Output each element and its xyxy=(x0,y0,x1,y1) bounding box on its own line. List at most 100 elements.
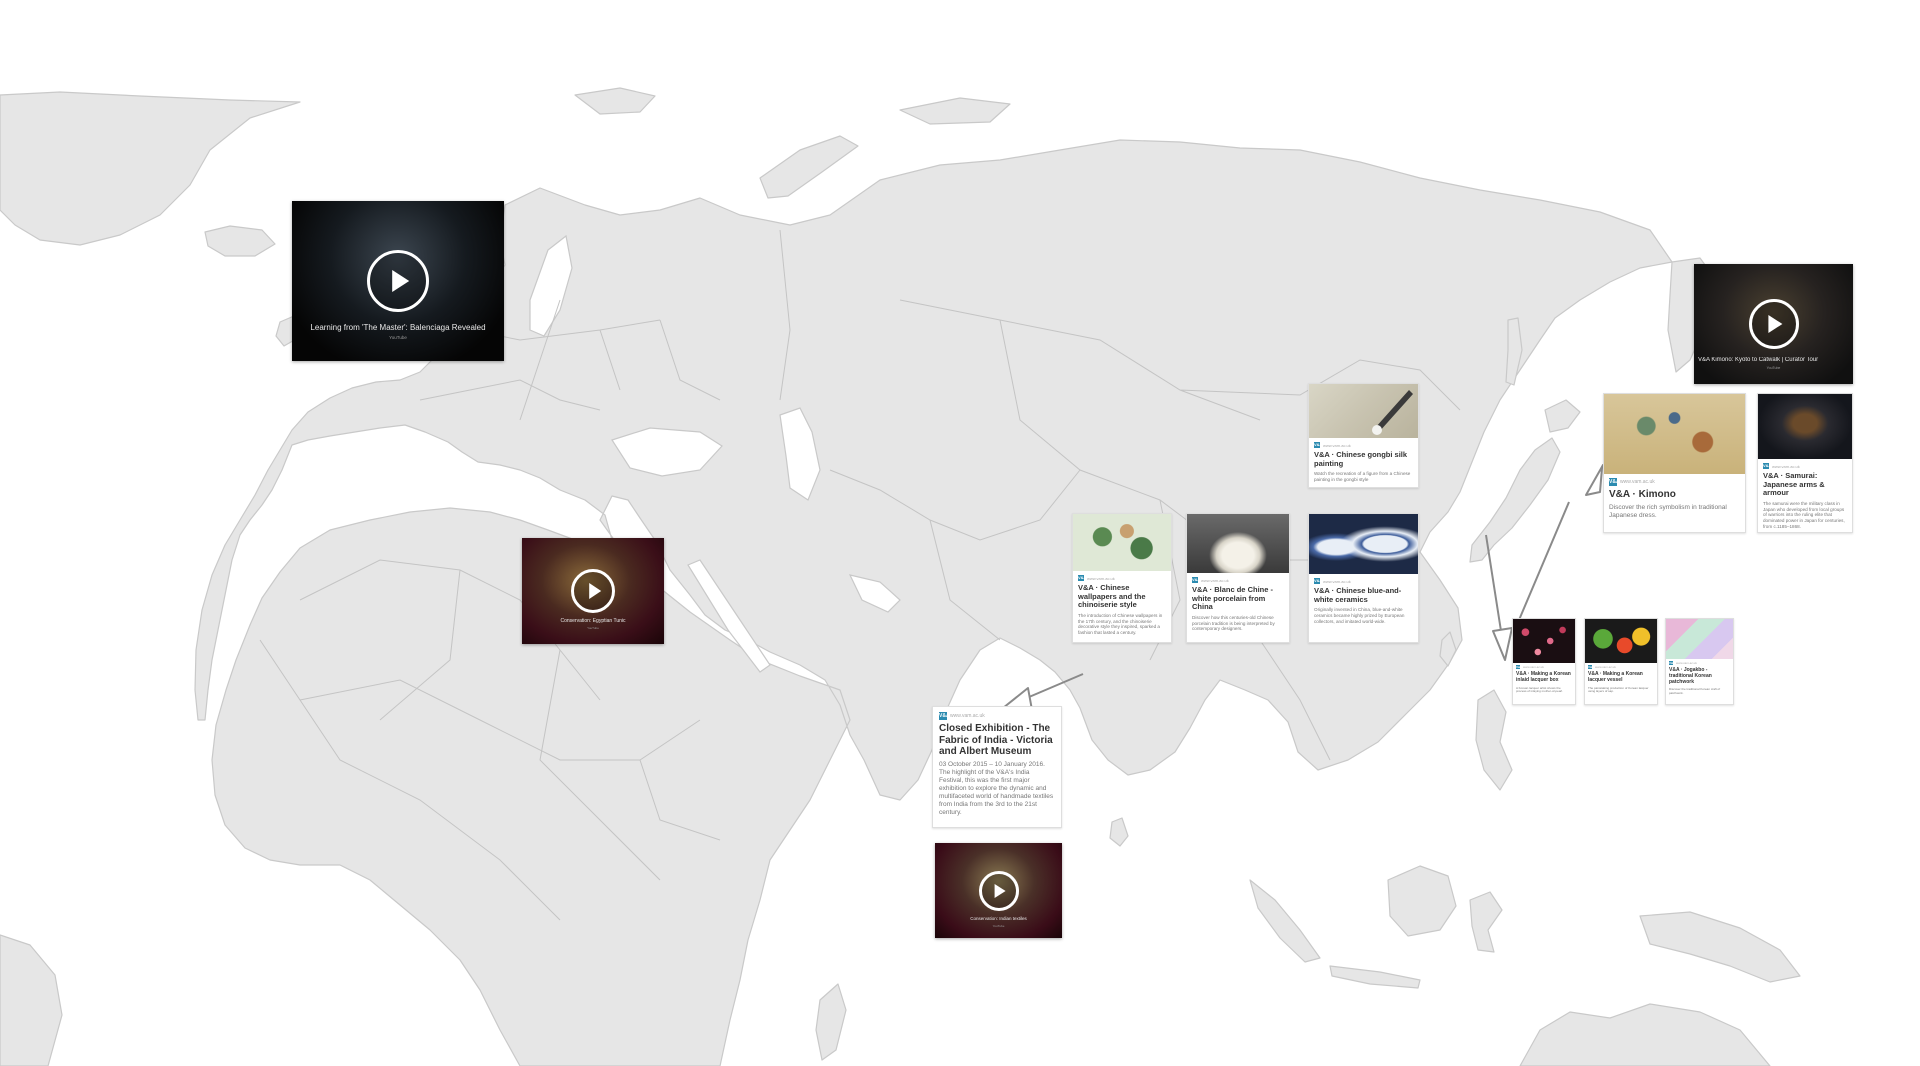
video-title: Conservation: Indian textiles xyxy=(970,916,1027,921)
java-land xyxy=(1329,965,1421,989)
card-source: www.vam.ac.uk xyxy=(1523,665,1544,669)
baltic-sea xyxy=(529,234,573,337)
card-thumbnail xyxy=(1666,619,1733,659)
card-description: The introduction of Chinese wallpapers i… xyxy=(1078,612,1163,636)
country-borders xyxy=(259,229,1461,921)
video-kimono[interactable]: V&A Kimono: Kyoto to Catwalk | Curator T… xyxy=(1694,264,1853,384)
madagascar-land xyxy=(815,983,847,1061)
arrow-japan-line xyxy=(1518,501,1570,621)
va-source-icon: V&A xyxy=(1314,442,1323,448)
card-title[interactable]: V&A · Kimono xyxy=(1609,489,1676,500)
video-egyptian-tunic[interactable]: Conservation: Egyptian Tunic YouTube xyxy=(522,538,664,644)
video-title: V&A Kimono: Kyoto to Catwalk | Curator T… xyxy=(1698,357,1819,363)
taiwan-land xyxy=(1439,631,1457,667)
card-title[interactable]: Closed Exhibition - The Fabric of India … xyxy=(939,723,1053,757)
card-description: Originally invented in China, blue-and-w… xyxy=(1314,607,1405,624)
australia-land xyxy=(1519,1003,1771,1066)
card-source: www.vam.ac.uk xyxy=(1323,442,1351,448)
card-thumbnail xyxy=(1585,619,1657,663)
card-thumbnail xyxy=(1309,384,1418,438)
va-source-icon: V&A xyxy=(1609,478,1620,486)
borneo-land xyxy=(1387,865,1457,937)
sumatra-land xyxy=(1249,879,1321,963)
video-balenciaga[interactable]: Learning from 'The Master': Balenciaga R… xyxy=(292,201,504,361)
card-thumbnail xyxy=(1073,514,1171,571)
philippines-land xyxy=(1475,689,1513,791)
video-source: YouTube xyxy=(587,626,599,630)
va-source-icon: V&A xyxy=(939,712,950,720)
land-masses xyxy=(0,87,1801,1066)
inland-seas xyxy=(529,234,901,673)
card-blue-and-white[interactable]: V&A www.vam.ac.uk V&A · Chinese blue-and-… xyxy=(1308,513,1419,643)
card-samurai[interactable]: V&A www.vam.ac.uk V&A · Samurai: Japanese… xyxy=(1757,393,1853,533)
play-icon[interactable] xyxy=(571,569,615,613)
card-title[interactable]: V&A · Making a Korean lacquer vessel xyxy=(1588,671,1643,683)
sri-lanka-land xyxy=(1109,817,1129,847)
arrow-india-line xyxy=(1021,673,1084,701)
sulawesi-land xyxy=(1469,891,1503,953)
arctic-island-land xyxy=(899,97,1011,125)
va-source-icon: V&A xyxy=(1192,577,1201,583)
card-title[interactable]: V&A · Samurai: Japanese arms & armour xyxy=(1763,471,1825,498)
card-title[interactable]: V&A · Jogakbo - traditional Korean patch… xyxy=(1669,667,1712,685)
va-source-icon: V&A xyxy=(1314,578,1323,584)
card-chinese-wallpapers[interactable]: V&A www.vam.ac.uk V&A · Chinese wallpaper… xyxy=(1072,513,1172,643)
va-source-icon: V&A xyxy=(1669,661,1676,665)
connector-arrows xyxy=(1002,464,1604,711)
card-description: Watch the recreation of a figure from a … xyxy=(1314,471,1411,482)
card-thumbnail xyxy=(1187,514,1289,573)
card-title[interactable]: V&A · Blanc de Chine - white porcelain f… xyxy=(1192,585,1273,612)
arrow-japan-head xyxy=(1585,464,1604,496)
card-title[interactable]: V&A · Chinese gongbi silk painting xyxy=(1314,450,1408,468)
va-source-icon: V&A xyxy=(1763,463,1772,469)
card-description: 03 October 2015 – 10 January 2016. The h… xyxy=(939,760,1054,817)
play-icon[interactable] xyxy=(978,870,1019,911)
video-source: YouTube xyxy=(1766,366,1781,370)
card-kimono[interactable]: V&A www.vam.ac.uk V&A · Kimono Discover t… xyxy=(1603,393,1746,533)
black-sea xyxy=(611,427,723,477)
video-indian-textiles[interactable]: Conservation: Indian textiles YouTube xyxy=(935,843,1062,938)
card-source: www.vam.ac.uk xyxy=(950,713,985,719)
card-description: The samurai were the military class in J… xyxy=(1763,500,1845,529)
card-source: www.vam.ac.uk xyxy=(1676,661,1697,665)
iceland-land xyxy=(204,225,276,257)
svalbard-land xyxy=(574,87,656,115)
greenland-land xyxy=(0,91,301,246)
video-source: YouTube xyxy=(389,335,407,340)
border-lines xyxy=(259,229,1461,921)
va-source-icon: V&A xyxy=(1078,575,1087,581)
red-sea xyxy=(687,559,771,673)
card-title[interactable]: V&A · Chinese wallpapers and the chinois… xyxy=(1078,583,1146,610)
card-thumbnail xyxy=(1309,514,1418,574)
eurasia-africa-land xyxy=(194,139,1673,1066)
card-source: www.vam.ac.uk xyxy=(1620,479,1655,485)
card-source: www.vam.ac.uk xyxy=(1201,577,1229,583)
card-title[interactable]: V&A · Making a Korean inlaid lacquer box xyxy=(1516,671,1571,683)
card-description: The painstaking production of Korean lac… xyxy=(1588,685,1649,694)
play-icon[interactable] xyxy=(1748,299,1799,349)
card-blanc-de-chine[interactable]: V&A www.vam.ac.uk V&A · Blanc de Chine - … xyxy=(1186,513,1290,643)
arrow-korea-head xyxy=(1492,627,1513,661)
arrow-korea-line xyxy=(1485,534,1502,632)
card-thumbnail xyxy=(1604,394,1745,474)
new-guinea-land xyxy=(1639,911,1801,983)
card-jogakbo[interactable]: V&A www.vam.ac.uk V&A · Jogakbo - traditi… xyxy=(1665,618,1734,705)
persian-gulf xyxy=(848,574,901,613)
video-source: YouTube xyxy=(992,924,1005,928)
card-korean-lacquer-vessel[interactable]: V&A www.vam.ac.uk V&A · Making a Korean l… xyxy=(1584,618,1658,705)
hokkaido-land xyxy=(1544,399,1581,433)
card-fabric-of-india[interactable]: V&A www.vam.ac.uk Closed Exhibition - The… xyxy=(932,706,1062,828)
card-source: www.vam.ac.uk xyxy=(1323,578,1351,584)
card-chinese-gongbi[interactable]: V&A www.vam.ac.uk V&A · Chinese gongbi si… xyxy=(1308,383,1419,488)
play-icon[interactable] xyxy=(367,250,429,312)
card-source: www.vam.ac.uk xyxy=(1595,665,1616,669)
japan-land xyxy=(1469,437,1561,563)
card-description: Discover the traditional Korean craft of… xyxy=(1669,687,1721,695)
card-description: A Korean lacquer artist shows the proces… xyxy=(1516,685,1564,694)
card-korean-lacquer-box[interactable]: V&A www.vam.ac.uk V&A · Making a Korean i… xyxy=(1512,618,1576,705)
card-source: www.vam.ac.uk xyxy=(1772,463,1800,469)
caspian-sea xyxy=(779,407,821,501)
card-title[interactable]: V&A · Chinese blue-and-white ceramics xyxy=(1314,586,1402,604)
card-description: Discover how this centuries-old Chinese … xyxy=(1192,614,1275,632)
video-title: Conservation: Egyptian Tunic xyxy=(560,618,626,624)
